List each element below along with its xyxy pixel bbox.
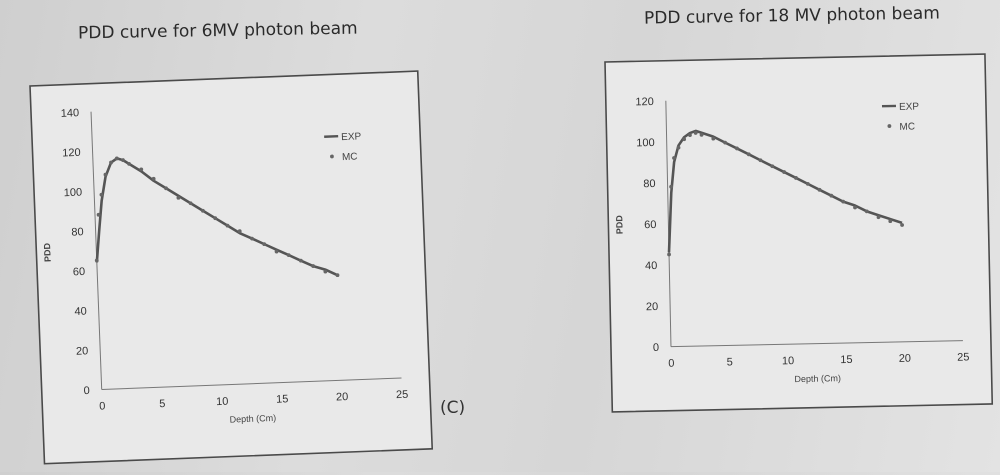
pdd-6mv-legend-mc-label: MC	[342, 151, 358, 163]
pdd-18mv-x-tick-label: 20	[899, 353, 911, 365]
pdd-18mv-frame	[605, 54, 992, 412]
pdd-18mv-legend-exp-label: EXP	[899, 101, 920, 112]
pdd-18mv-y-axis-label: PDD	[614, 215, 624, 235]
pdd-6mv-y-tick-label: 100	[64, 187, 83, 200]
pdd-6mv-y-tick-label: 140	[61, 107, 80, 120]
pdd-6mv-x-tick-label: 10	[216, 396, 229, 408]
panel-label: (C)	[440, 398, 465, 418]
pdd-18mv-x-tick-label: 5	[727, 356, 733, 368]
pdd-18mv-y-tick-label: 80	[643, 178, 655, 190]
pdd-18mv-x-tick-label: 25	[957, 351, 969, 363]
pdd-6mv-legend-exp-swatch	[324, 136, 338, 137]
pdd-18mv-y-tick-label: 40	[645, 260, 657, 272]
pdd-6mv-svg: 0 20 40 60 80 100 120 140 0 5 10 15 20 25 Depth (Cm) PD…	[30, 71, 442, 470]
pdd-18mv-y-tick-label: 60	[644, 219, 656, 231]
pdd-18mv-svg: 0 20 40 60 80 100 120 0 5 10 15 20 25 Depth (Cm) PDD EX…	[605, 54, 1000, 420]
left-chart-title: PDD curve for 6MV photon beam	[78, 19, 358, 44]
pdd-6mv-x-tick-label: 15	[276, 393, 289, 405]
pdd-18mv-legend-mc-label: MC	[899, 122, 915, 133]
pdd-18mv-x-tick-label: 10	[782, 355, 794, 367]
pdd-18mv-y-tick-label: 120	[635, 96, 654, 108]
pdd-6mv-x-axis-label: Depth (Cm)	[230, 413, 277, 425]
pdd-6mv-y-tick-label: 60	[73, 266, 86, 278]
pdd-6mv-y-tick-label: 120	[62, 147, 81, 160]
pdd-6mv-legend-exp-label: EXP	[341, 131, 362, 143]
pdd-18mv-y-tick-label: 0	[653, 342, 659, 354]
pdd-6mv-x-tick-label: 5	[159, 398, 166, 410]
pdd-18mv-x-axis-label: Depth (Cm)	[794, 373, 841, 384]
pdd-6mv-y-tick-label: 40	[74, 306, 87, 318]
pdd-18mv-y-tick-label: 100	[636, 137, 655, 149]
pdd-18mv-x-tick-label: 15	[840, 354, 852, 366]
pdd-6mv-y-tick-label: 20	[76, 345, 89, 357]
pdd-6mv-chart: 0 20 40 60 80 100 120 140 0 5 10 15 20 25 Depth (Cm) PD…	[30, 71, 442, 470]
pdd-6mv-frame	[30, 71, 432, 464]
pdd-6mv-y-tick-label: 0	[83, 385, 90, 397]
pdd-6mv-x-tick-label: 25	[396, 389, 409, 401]
pdd-6mv-y-axis-label: PDD	[42, 242, 53, 262]
pdd-18mv-x-tick-label: 0	[668, 358, 674, 370]
right-chart-title: PDD curve for 18 MV photon beam	[644, 3, 940, 28]
pdd-6mv-y-tick-label: 80	[71, 226, 84, 238]
pdd-18mv-y-tick-label: 20	[646, 301, 658, 313]
pdd-6mv-x-tick-label: 0	[99, 400, 106, 412]
pdd-6mv-x-tick-label: 20	[336, 391, 349, 403]
pdd-18mv-chart: 0 20 40 60 80 100 120 0 5 10 15 20 25 Depth (Cm) PDD EX…	[605, 54, 1000, 420]
